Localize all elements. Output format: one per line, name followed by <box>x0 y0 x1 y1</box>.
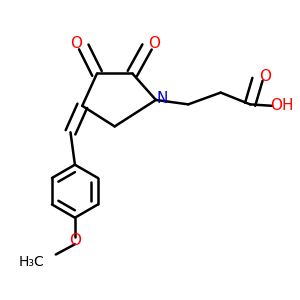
Text: O: O <box>148 37 160 52</box>
Text: O: O <box>69 233 81 248</box>
Text: H₃C: H₃C <box>18 255 44 269</box>
Text: OH: OH <box>270 98 293 113</box>
Text: O: O <box>259 69 271 84</box>
Text: N: N <box>156 91 167 106</box>
Text: O: O <box>70 37 83 52</box>
